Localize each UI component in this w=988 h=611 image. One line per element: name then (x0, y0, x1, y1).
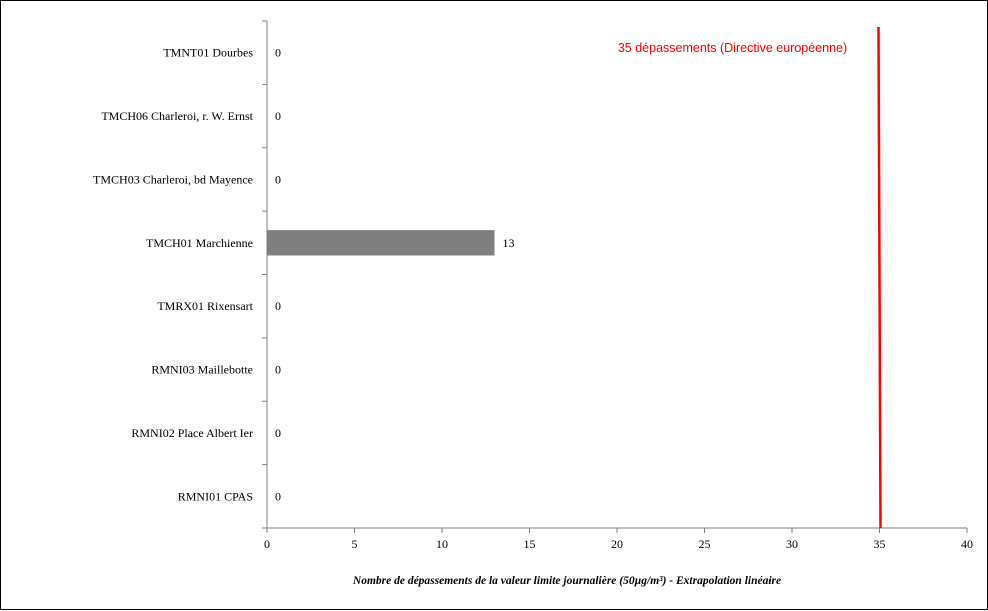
bar (267, 230, 495, 256)
data-label: 0 (275, 46, 281, 60)
x-tick-label: 40 (961, 537, 973, 551)
data-label: 13 (503, 236, 515, 250)
x-tick-label: 35 (874, 537, 886, 551)
category-label: RMNI02 Place Albert Ier (131, 426, 253, 440)
axes-layer (262, 20, 968, 533)
x-tick-label: 0 (264, 537, 270, 551)
data-label: 0 (275, 109, 281, 123)
bars-layer (267, 230, 495, 256)
data-label: 0 (275, 426, 281, 440)
x-tick-label: 15 (524, 537, 536, 551)
x-tick-label: 25 (699, 537, 711, 551)
category-label: TMCH03 Charleroi, bd Mayence (93, 172, 253, 186)
data-label: 0 (275, 299, 281, 313)
x-axis-title: Nombre de dépassements de la valeur limi… (352, 575, 781, 587)
category-label: RMNI03 Maillebotte (151, 363, 253, 377)
x-tick-label: 20 (611, 537, 623, 551)
x-tick-label: 5 (352, 537, 358, 551)
threshold-line (877, 26, 882, 529)
category-label: TMRX01 Rixensart (157, 299, 253, 313)
category-label: TMCH01 Marchienne (146, 236, 253, 250)
x-tick-label: 10 (436, 537, 448, 551)
data-label: 0 (275, 172, 281, 186)
data-label: 0 (275, 363, 281, 377)
category-label: RMNI01 CPAS (178, 489, 253, 503)
category-label: TMCH06 Charleroi, r. W. Ernst (101, 109, 253, 123)
labels-layer: 0 5 10 15 20 25 30 35 40 TMNT01 Dourbes 0 TMCH06 Ch… (93, 46, 973, 551)
x-tick-label: 30 (786, 537, 798, 551)
category-label: TMNT01 Dourbes (163, 46, 253, 60)
threshold-label: 35 dépassements (Directive européenne) (618, 41, 847, 55)
data-label: 0 (275, 489, 281, 503)
